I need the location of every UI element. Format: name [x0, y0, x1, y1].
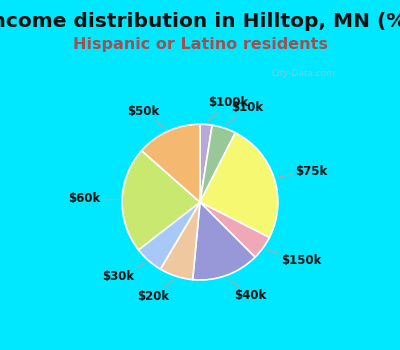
Wedge shape	[160, 202, 200, 280]
Text: $60k: $60k	[68, 193, 118, 205]
Text: $50k: $50k	[127, 105, 165, 128]
Text: Income distribution in Hilltop, MN (%): Income distribution in Hilltop, MN (%)	[0, 12, 400, 31]
Wedge shape	[200, 133, 278, 238]
Text: City-Data.com: City-Data.com	[271, 69, 335, 78]
Wedge shape	[122, 150, 200, 250]
Text: Hispanic or Latino residents: Hispanic or Latino residents	[72, 37, 328, 52]
Wedge shape	[142, 124, 200, 202]
Text: $20k: $20k	[137, 280, 173, 303]
Text: $40k: $40k	[229, 279, 266, 302]
Text: $75k: $75k	[278, 165, 327, 178]
Wedge shape	[138, 202, 200, 269]
Wedge shape	[193, 202, 255, 280]
Wedge shape	[200, 202, 269, 257]
Text: $100k: $100k	[208, 96, 248, 121]
Text: $30k: $30k	[102, 263, 145, 284]
Text: $150k: $150k	[267, 250, 321, 267]
Text: $10k: $10k	[227, 101, 263, 125]
Wedge shape	[200, 125, 235, 202]
Wedge shape	[200, 124, 212, 202]
